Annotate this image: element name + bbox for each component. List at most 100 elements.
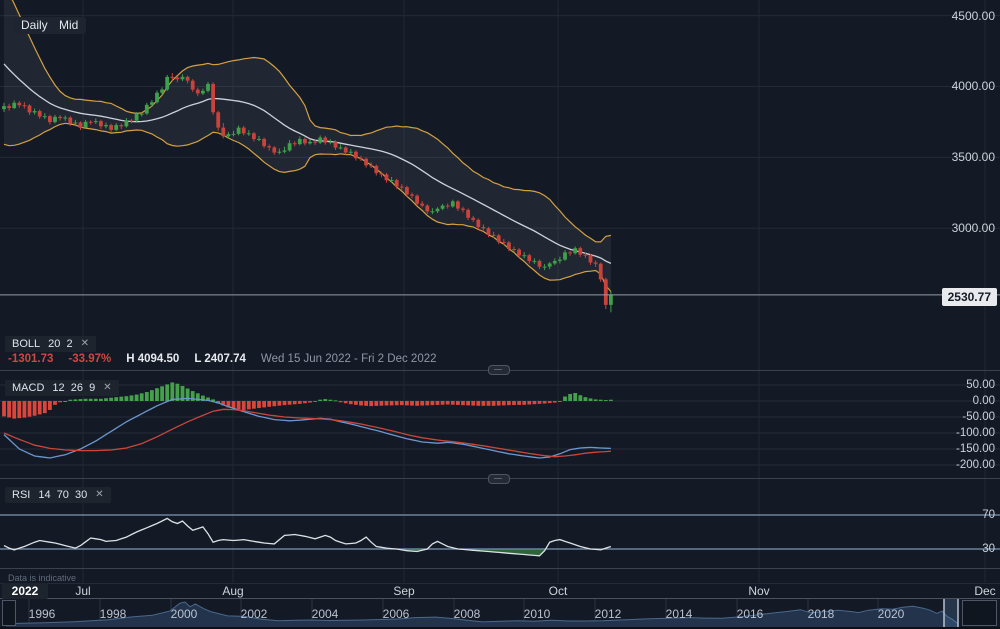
candle bbox=[384, 174, 389, 181]
candle bbox=[563, 252, 567, 260]
candle bbox=[7, 106, 11, 109]
candle bbox=[343, 147, 348, 153]
candle bbox=[257, 138, 261, 140]
candle bbox=[399, 186, 404, 188]
candle bbox=[42, 116, 47, 118]
candle bbox=[456, 201, 460, 209]
candle bbox=[53, 116, 57, 123]
boll-indicator-chip[interactable]: BOLL 20 2 ✕ bbox=[5, 336, 96, 352]
candle bbox=[603, 279, 608, 305]
candle bbox=[73, 122, 78, 124]
macd-indicator-chip[interactable]: MACD 12 26 9 ✕ bbox=[5, 380, 119, 396]
navigator-year-label: 2020 bbox=[877, 607, 905, 621]
candle bbox=[318, 137, 323, 143]
navigator-year-label: 2012 bbox=[594, 607, 622, 621]
candle bbox=[354, 151, 358, 159]
candle bbox=[415, 195, 419, 204]
candle bbox=[241, 127, 246, 134]
macd-axis-label: 0.00 bbox=[972, 395, 995, 407]
bollinger-fill bbox=[4, 0, 611, 292]
candle bbox=[262, 138, 266, 147]
candle bbox=[394, 180, 399, 187]
candle bbox=[547, 263, 552, 267]
pane-resize-handle-rsi[interactable] bbox=[488, 474, 510, 484]
candle bbox=[180, 76, 185, 80]
macd-indicator-name: MACD bbox=[12, 382, 45, 394]
candle bbox=[88, 121, 93, 123]
pane-resize-handle-macd[interactable] bbox=[488, 365, 510, 375]
navigator[interactable] bbox=[2, 599, 997, 627]
navigator-year-label: 2010 bbox=[523, 607, 551, 621]
rsi-close-icon[interactable]: ✕ bbox=[95, 489, 104, 500]
rsi-indicator-chip[interactable]: RSI 14 70 30 ✕ bbox=[5, 487, 111, 503]
candle bbox=[496, 235, 501, 242]
candle bbox=[512, 249, 516, 251]
candle bbox=[476, 219, 481, 228]
navigator-year-label: 1998 bbox=[99, 607, 127, 621]
candle bbox=[379, 173, 384, 175]
candle bbox=[537, 260, 542, 267]
candle bbox=[144, 104, 149, 114]
candle bbox=[481, 227, 486, 229]
bollinger-middle-line bbox=[3, 63, 612, 264]
navigator-selection-window[interactable] bbox=[944, 599, 958, 627]
timeline-year-box: 2022 bbox=[2, 583, 48, 599]
price-axis-label: 3000.00 bbox=[951, 221, 995, 236]
candle bbox=[129, 120, 134, 122]
candle bbox=[445, 205, 450, 207]
candle bbox=[17, 102, 22, 106]
candle bbox=[583, 254, 588, 256]
candle bbox=[37, 111, 42, 117]
candle bbox=[190, 80, 195, 90]
candle bbox=[292, 143, 297, 145]
timeline-month-label: Oct bbox=[548, 584, 568, 598]
candle bbox=[170, 76, 175, 78]
candle bbox=[277, 151, 282, 153]
candle bbox=[369, 165, 374, 167]
candle bbox=[450, 201, 455, 207]
candle bbox=[297, 138, 302, 145]
candle bbox=[328, 141, 333, 143]
candle bbox=[435, 208, 440, 212]
interval-daily-button[interactable]: Daily bbox=[13, 17, 56, 34]
candle bbox=[430, 211, 435, 213]
candle bbox=[155, 92, 159, 103]
candle bbox=[440, 205, 445, 209]
navigator-year-label: 2014 bbox=[665, 607, 693, 621]
navigator-year-label: 2016 bbox=[736, 607, 764, 621]
candle bbox=[150, 102, 154, 105]
boll-date-range: Wed 15 Jun 2022 - Fri 2 Dec 2022 bbox=[260, 353, 437, 365]
candle bbox=[420, 203, 425, 206]
rsi-pane bbox=[0, 514, 1000, 557]
candle bbox=[252, 133, 256, 140]
candle bbox=[323, 137, 328, 143]
candle bbox=[267, 146, 272, 148]
price-mode-mid-button[interactable]: Mid bbox=[51, 17, 87, 34]
rsi-axis-label: 30 bbox=[982, 543, 995, 555]
candle bbox=[272, 147, 277, 153]
candle bbox=[558, 259, 562, 261]
data-indicative-note: Data is indicative bbox=[8, 573, 77, 583]
macd-line bbox=[3, 397, 611, 459]
candle bbox=[58, 116, 62, 119]
macd-close-icon[interactable]: ✕ bbox=[103, 382, 112, 393]
candle bbox=[206, 83, 210, 91]
candle bbox=[175, 77, 180, 80]
candle bbox=[211, 83, 215, 113]
candle bbox=[486, 228, 491, 235]
candle bbox=[593, 262, 598, 264]
candle bbox=[22, 105, 27, 107]
last-price-badge: 2530.77 bbox=[941, 288, 997, 306]
candle bbox=[578, 248, 583, 255]
boll-stats-row: -1301.73 -33.97% H 4094.50 L 2407.74 Wed… bbox=[8, 353, 437, 365]
candle bbox=[348, 151, 353, 153]
macd-axis-label: -200.00 bbox=[955, 459, 995, 471]
candle bbox=[308, 141, 312, 144]
candle bbox=[313, 141, 317, 143]
price-axis-label: 4500.00 bbox=[951, 8, 995, 23]
candle bbox=[303, 138, 307, 144]
boll-close-icon[interactable]: ✕ bbox=[80, 338, 89, 349]
navigator-year-label: 1996 bbox=[28, 607, 56, 621]
candle bbox=[609, 294, 613, 305]
